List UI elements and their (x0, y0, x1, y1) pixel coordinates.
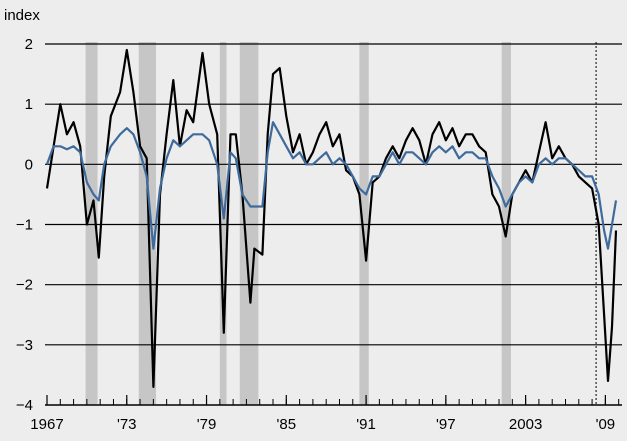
recession-band (501, 42, 511, 405)
x-tick-label: '73 (117, 416, 137, 433)
y-tick-label: −2 (16, 277, 33, 294)
recession-band (85, 42, 98, 405)
x-tick-label: 2003 (509, 416, 542, 433)
x-tick-label: '09 (596, 416, 616, 433)
recession-band (219, 42, 227, 405)
recession-band (359, 42, 369, 405)
y-tick-label: 2 (25, 36, 33, 53)
x-tick-label: '85 (277, 416, 297, 433)
y-tick-label: −4 (16, 397, 33, 414)
y-tick-label: −1 (16, 217, 33, 234)
y-axis-label: index (4, 7, 40, 24)
x-tick-label: 1967 (30, 416, 63, 433)
recession-band (239, 42, 259, 405)
x-tick-label: '97 (436, 416, 456, 433)
x-tick-label: '91 (356, 416, 376, 433)
series-line (45, 121, 618, 250)
x-tick-label: '79 (197, 416, 217, 433)
y-tick-label: 0 (25, 156, 33, 173)
y-tick-label: −3 (16, 337, 33, 354)
series-line (45, 48, 618, 388)
y-tick-label: 1 (25, 96, 33, 113)
